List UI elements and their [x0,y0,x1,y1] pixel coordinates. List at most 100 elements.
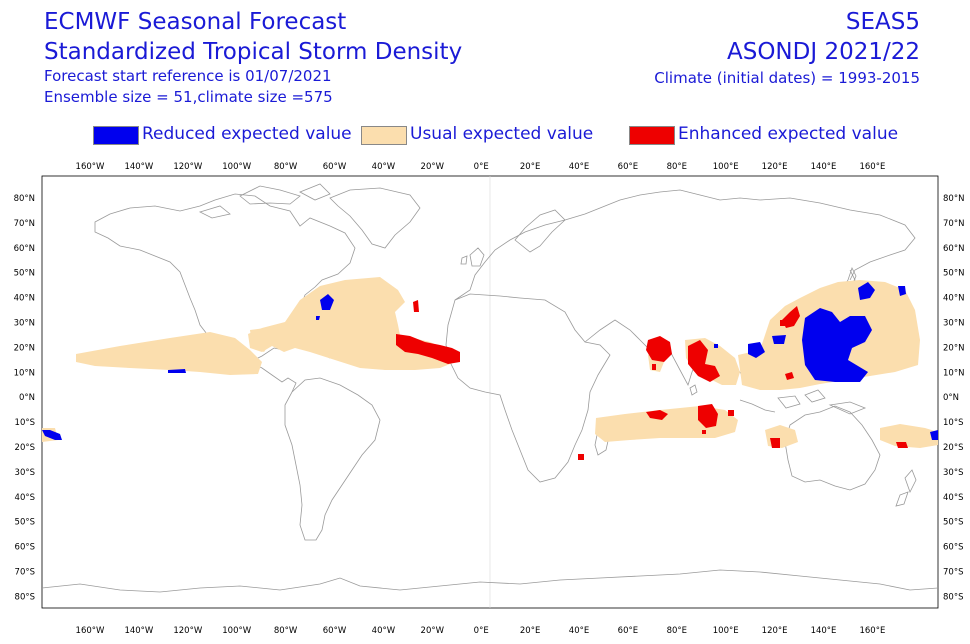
enhanced-mozambique [578,454,584,460]
coast-greenland [329,187,421,249]
latitude-label: 20°S [943,443,963,453]
storm-density-map: 160°W 140°W 120°W 100°W 80°W 60°W 40°W 20°W 0°E 2… [14,162,965,636]
longitude-label: 20°E [520,626,540,636]
latitude-label: 20°N [14,343,35,353]
coast-africa [445,293,611,483]
longitude-label: 40°W [372,626,396,636]
latitude-label: 80°S [943,592,963,602]
longitude-label: 40°E [569,162,589,172]
enhanced-australia-west [770,438,780,448]
latitude-label: 10°S [943,418,963,428]
enhanced-main-development-region [396,334,460,364]
system-name: SEAS5 [845,9,920,35]
enhanced-arabian-sea [646,336,672,370]
longitude-labels-top: 160°W 140°W 120°W 100°W 80°W 60°W 40°W 20°W 0°E 2… [76,162,886,172]
latitude-label: 40°N [943,294,964,304]
latitude-label: 20°S [15,443,35,453]
longitude-label: 160°W [76,626,105,636]
coast-australia [784,405,881,491]
longitude-label: 100°W [222,162,251,172]
longitude-label: 160°E [859,162,885,172]
longitude-label: 0°E [474,162,489,172]
longitude-label: 80°W [274,162,298,172]
longitude-label: 100°W [222,626,251,636]
longitude-label: 160°E [859,626,885,636]
forecast-period: ASONDJ 2021/22 [727,39,920,65]
enhanced-bay-of-bengal [688,340,720,382]
coast-south-america [284,377,381,541]
latitude-label: 40°S [15,493,35,503]
enhanced-south-pacific [896,442,908,448]
longitude-label: 140°W [124,162,153,172]
longitude-label: 80°E [667,162,687,172]
coast-arctic-islands [198,183,331,219]
longitude-label: 160°W [76,162,105,172]
reduced-east-pacific-strip [168,369,186,373]
legend-swatch-enhanced [629,126,675,145]
longitude-label: 60°E [618,162,638,172]
longitude-label: 20°E [520,162,540,172]
title-line-2: Standardized Tropical Storm Density [44,39,463,65]
longitude-label: 40°E [569,626,589,636]
reduced-regions [42,282,938,440]
latitude-label: 70°N [943,219,964,229]
latitude-label: 80°S [15,592,35,602]
latitude-label: 0°N [943,393,959,403]
latitude-label: 50°N [14,269,35,279]
latitude-label: 80°N [943,194,964,204]
longitude-label: 140°E [811,626,837,636]
latitude-label: 70°N [14,219,35,229]
longitude-label: 60°W [323,626,347,636]
usual-east-pacific [76,332,262,375]
longitude-label: 20°W [421,162,445,172]
latitude-labels-right: 80°N 70°N 60°N 50°N 40°N 30°N 20°N 10°N 0°N 10°S 2… [943,194,964,602]
climate-period: Climate (initial dates) = 1993-2015 [654,69,920,87]
longitude-label: 80°W [274,626,298,636]
reduced-dateline-west [42,430,62,440]
longitude-label: 20°W [421,626,445,636]
longitude-labels-bottom: 160°W 140°W 120°W 100°W 80°W 60°W 40°W 20°W 0°E 2… [76,626,886,636]
enhanced-south-china [785,372,794,380]
reduced-west-pacific-large [802,308,872,382]
latitude-label: 20°N [943,343,964,353]
longitude-label: 120°W [173,162,202,172]
legend-label-usual: Usual expected value [410,124,594,144]
latitude-label: 40°S [943,493,963,503]
reduced-dateline-east [930,430,938,440]
coast-british-isles [460,247,485,267]
coast-central-america [249,361,297,393]
latitude-label: 70°S [943,568,963,578]
coast-maritime-se-asia [739,351,867,415]
coast-europe [454,189,916,301]
latitude-label: 30°N [943,319,964,329]
latitude-label: 80°N [14,194,35,204]
latitude-label: 50°S [943,518,963,528]
legend: Reduced expected value Usual expected va… [0,124,970,146]
latitude-label: 50°N [943,269,964,279]
forecast-start-reference: Forecast start reference is 01/07/2021 [44,67,332,85]
legend-label-reduced: Reduced expected value [142,124,352,144]
latitude-label: 60°S [943,543,963,553]
enhanced-south-indian [646,404,734,434]
latitude-labels-left: 80°N 70°N 60°N 50°N 40°N 30°N 20°N 10°N 0°N 10°S 2… [14,194,35,602]
latitude-label: 10°N [14,368,35,378]
latitude-label: 40°N [14,294,35,304]
longitude-label: 40°W [372,162,396,172]
longitude-label: 100°E [713,626,739,636]
reduced-bay-of-bengal [714,344,718,348]
usual-south-pacific [880,424,938,448]
longitude-label: 60°E [618,626,638,636]
usual-gulf-mexico [250,328,272,352]
reduced-north-pacific [858,282,906,300]
latitude-label: 30°S [15,468,35,478]
legend-label-enhanced: Enhanced expected value [678,124,899,144]
latitude-label: 70°S [15,568,35,578]
longitude-label: 140°W [124,626,153,636]
longitude-label: 120°E [762,162,788,172]
coast-scandinavia [514,209,566,253]
enhanced-east-china [780,306,800,328]
longitude-label: 120°E [762,626,788,636]
coast-new-zealand [895,469,917,507]
latitude-label: 30°N [14,319,35,329]
latitude-label: 60°N [943,244,964,254]
